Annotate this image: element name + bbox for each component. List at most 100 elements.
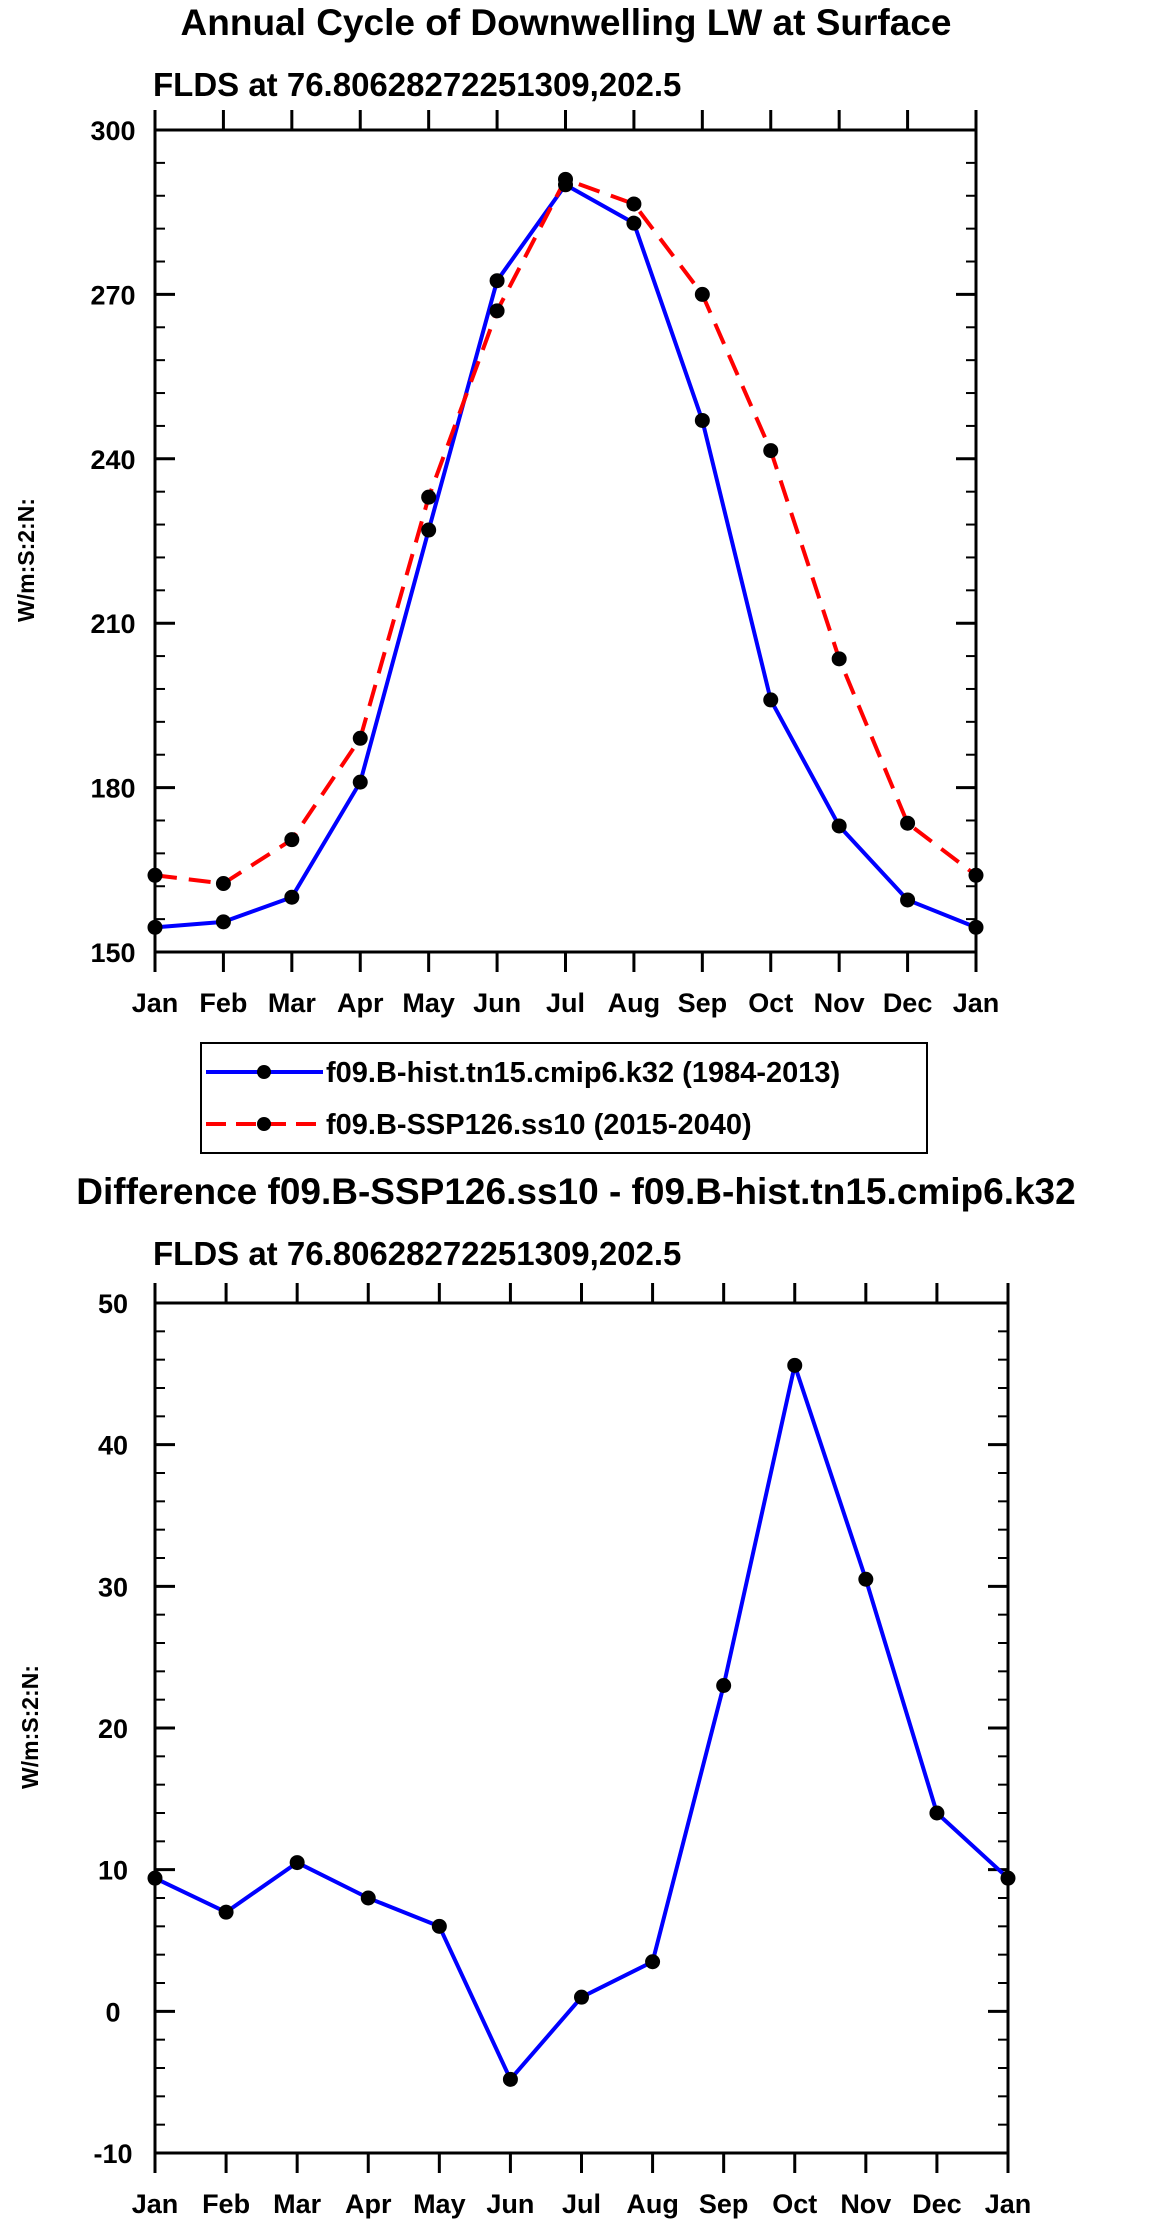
x-tick-label: Dec bbox=[912, 2189, 962, 2219]
y-tick-labels: -10 0 10 20 30 40 50 bbox=[93, 1289, 132, 2169]
y-tick-label: 40 bbox=[98, 1431, 128, 1461]
legend: f09.B-hist.tn15.cmip6.k32 (1984-2013) f0… bbox=[200, 1042, 928, 1154]
x-tick-label: Jul bbox=[562, 2189, 601, 2219]
x-tick-label: Feb bbox=[199, 988, 247, 1018]
data-point-dec bbox=[929, 1805, 945, 1821]
y-tick-label: 0 bbox=[105, 1997, 120, 2027]
y-tick-labels: 150 180 210 240 270 300 bbox=[90, 116, 135, 968]
data-point-sep bbox=[694, 412, 710, 428]
data-point-nov bbox=[858, 1571, 874, 1587]
y-tick-label: 300 bbox=[90, 116, 135, 146]
data-point-mar bbox=[284, 889, 300, 905]
legend-item-hist: f09.B-hist.tn15.cmip6.k32 (1984-2013) bbox=[206, 1057, 840, 1089]
data-point-dec bbox=[900, 892, 916, 908]
x-tick-label: Sep bbox=[699, 2189, 749, 2219]
x-tick-label: Jul bbox=[546, 988, 585, 1018]
data-point-nov bbox=[831, 818, 847, 834]
chart-subtitle: FLDS at 76.80628272251309,202.5 bbox=[153, 1235, 681, 1272]
x-tick-label: Oct bbox=[772, 2189, 817, 2219]
data-point-apr bbox=[352, 730, 368, 746]
data-point-jun bbox=[489, 303, 505, 319]
y-tick-label: 150 bbox=[90, 938, 135, 968]
series-line-f09-b-hist-tn15-cmip6-k32-1984-2013 bbox=[154, 182, 977, 930]
chart-title: Annual Cycle of Downwelling LW at Surfac… bbox=[181, 2, 952, 43]
data-point-aug bbox=[645, 1954, 661, 1970]
data-point-sep bbox=[694, 286, 710, 302]
data-point-oct bbox=[787, 1357, 803, 1373]
data-point-jun bbox=[489, 273, 505, 289]
data-point-jun bbox=[502, 2071, 518, 2087]
x-tick-label: Jun bbox=[486, 2189, 534, 2219]
legend-box bbox=[200, 1042, 928, 1154]
data-point-sep bbox=[716, 1678, 732, 1693]
annual-cycle-panel: Annual Cycle of Downwelling LW at Surfac… bbox=[13, 2, 1000, 1154]
y-axis-label: W/m:S:2:N: bbox=[17, 1665, 43, 1789]
legend-marker-ssp126 bbox=[257, 1117, 271, 1131]
data-point-oct bbox=[763, 692, 779, 708]
legend-marker-hist bbox=[257, 1065, 271, 1079]
y-tick-label: 270 bbox=[90, 280, 135, 310]
data-point-aug bbox=[626, 196, 642, 212]
plot-frame bbox=[153, 1301, 1010, 2155]
data-point-may bbox=[431, 1918, 447, 1934]
data-point-may bbox=[421, 522, 437, 538]
x-tick-label: Dec bbox=[883, 988, 933, 1018]
x-tick-label: Mar bbox=[268, 988, 317, 1018]
x-tick-label: Jan bbox=[132, 2189, 179, 2219]
series-markers bbox=[147, 171, 984, 935]
data-point-apr bbox=[360, 1890, 376, 1906]
x-tick-label: Sep bbox=[678, 988, 728, 1018]
y-tick-label: 10 bbox=[98, 1856, 128, 1886]
data-point-nov bbox=[831, 651, 847, 667]
chart-title: Difference f09.B-SSP126.ss10 - f09.B-his… bbox=[76, 1171, 1075, 1212]
data-point-may bbox=[421, 489, 437, 505]
data-point-mar bbox=[289, 1855, 305, 1871]
x-tick-label: Jan bbox=[985, 2189, 1032, 2219]
tick-marks bbox=[153, 1283, 1010, 2173]
series-line-f09-b-ssp126-ss10-2015-2040 bbox=[154, 177, 978, 886]
y-tick-label: 30 bbox=[98, 1572, 128, 1602]
series-lines bbox=[154, 1363, 1010, 2082]
x-tick-label: May bbox=[402, 988, 455, 1018]
x-tick-label: Jan bbox=[953, 988, 1000, 1018]
series-line-difference bbox=[154, 1363, 1010, 2082]
data-point-jul bbox=[558, 171, 573, 187]
y-tick-label: 180 bbox=[90, 774, 135, 804]
legend-label-ssp126: f09.B-SSP126.ss10 (2015-2040) bbox=[326, 1109, 752, 1141]
y-tick-label: 210 bbox=[90, 609, 135, 639]
data-point-mar bbox=[284, 832, 300, 848]
data-point-oct bbox=[763, 443, 779, 459]
x-tick-labels: Jan Feb Mar Apr May Jun Jul Aug Sep Oct Nov Dec Jan bbox=[132, 988, 1000, 1018]
series-lines bbox=[154, 177, 978, 930]
data-point-apr bbox=[352, 774, 368, 790]
x-tick-labels: Jan Feb Mar Apr May Jun Jul Aug Sep Oct Nov Dec Jan bbox=[132, 2189, 1032, 2219]
y-axis-label: W/m:S:2:N: bbox=[13, 498, 39, 622]
x-tick-label: Mar bbox=[273, 2189, 322, 2219]
data-point-feb bbox=[218, 1904, 234, 1920]
chart-subtitle: FLDS at 76.80628272251309,202.5 bbox=[153, 66, 681, 103]
legend-label-hist: f09.B-hist.tn15.cmip6.k32 (1984-2013) bbox=[326, 1057, 840, 1089]
y-tick-label: 20 bbox=[98, 1714, 128, 1744]
x-tick-label: Feb bbox=[202, 2189, 250, 2219]
y-tick-label: 240 bbox=[90, 445, 135, 475]
x-tick-label: Aug bbox=[608, 988, 660, 1018]
x-tick-label: Nov bbox=[814, 988, 865, 1018]
x-tick-label: Apr bbox=[345, 2189, 392, 2219]
x-tick-label: Jun bbox=[473, 988, 521, 1018]
data-point-dec bbox=[900, 815, 916, 831]
x-tick-label: Nov bbox=[840, 2189, 891, 2219]
y-tick-label: 50 bbox=[98, 1289, 128, 1319]
x-tick-label: May bbox=[413, 2189, 466, 2219]
data-point-feb bbox=[215, 876, 231, 891]
data-point-feb bbox=[215, 914, 231, 930]
plot-frame bbox=[153, 128, 978, 954]
x-tick-label: Apr bbox=[337, 988, 384, 1018]
x-tick-label: Aug bbox=[626, 2189, 678, 2219]
series-markers bbox=[147, 1357, 1016, 2087]
legend-item-ssp126: f09.B-SSP126.ss10 (2015-2040) bbox=[206, 1109, 752, 1141]
difference-panel: Difference f09.B-SSP126.ss10 - f09.B-his… bbox=[17, 1171, 1076, 2219]
y-tick-label: -10 bbox=[93, 2139, 132, 2169]
x-tick-label: Jan bbox=[132, 988, 179, 1018]
x-tick-label: Oct bbox=[748, 988, 793, 1018]
